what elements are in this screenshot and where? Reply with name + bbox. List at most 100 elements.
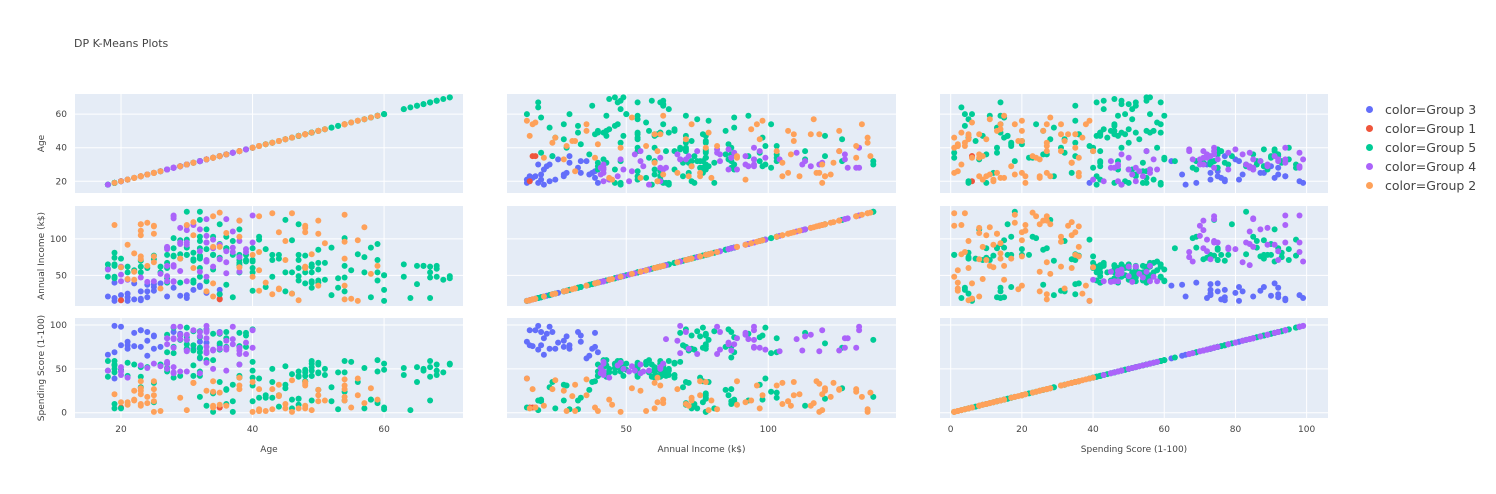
data-point <box>663 336 669 343</box>
y-tick-label: 60 <box>56 110 68 120</box>
data-point <box>586 386 593 393</box>
data-point <box>682 146 689 153</box>
data-point <box>546 124 553 131</box>
data-point <box>243 332 249 339</box>
data-point <box>104 261 111 268</box>
data-point <box>1058 131 1064 138</box>
data-point <box>131 361 138 368</box>
data-point <box>810 116 817 123</box>
data-point <box>137 274 144 281</box>
data-point <box>295 395 302 402</box>
data-point <box>137 295 144 302</box>
data-point <box>157 408 164 414</box>
data-point <box>1029 209 1036 216</box>
data-point <box>773 394 780 401</box>
data-point <box>177 241 184 247</box>
data-point <box>249 358 256 365</box>
data-point <box>983 257 990 263</box>
data-point <box>289 371 295 378</box>
data-point <box>203 216 210 223</box>
data-point <box>986 262 993 269</box>
data-point <box>223 151 230 158</box>
data-point <box>137 343 144 350</box>
data-point <box>236 347 243 354</box>
data-point <box>1243 251 1250 258</box>
data-point <box>617 273 624 280</box>
data-point <box>183 336 190 343</box>
data-point <box>229 408 236 415</box>
data-point <box>256 394 263 401</box>
data-point <box>1072 102 1079 109</box>
data-point <box>1275 156 1282 163</box>
data-point <box>157 280 164 287</box>
data-point <box>308 269 315 276</box>
data-point <box>1125 101 1132 108</box>
data-point <box>997 284 1004 291</box>
data-point <box>1139 179 1146 186</box>
data-point <box>1043 169 1050 176</box>
legend-item-group-1[interactable]: color=Group 1 <box>1362 119 1476 138</box>
data-point <box>1200 227 1207 234</box>
data-point <box>295 297 302 304</box>
data-point <box>361 400 368 407</box>
data-point <box>958 222 965 228</box>
data-point <box>1050 124 1057 131</box>
y-axis-title: Annual Income (k$) <box>37 212 47 300</box>
data-point <box>170 213 177 220</box>
data-point <box>1296 249 1303 255</box>
data-point <box>756 136 763 143</box>
data-point <box>381 360 388 367</box>
data-point <box>229 244 236 251</box>
data-point <box>295 372 302 379</box>
data-point <box>785 169 792 176</box>
data-point <box>637 148 644 155</box>
data-point <box>697 378 704 385</box>
data-point <box>144 365 151 371</box>
data-point <box>796 391 803 398</box>
data-point <box>976 230 983 236</box>
subplot-r2-c2: 0 20 40 60 80 100 Spending Score (1-100) <box>940 318 1328 455</box>
legend-item-group-4[interactable]: color=Group 4 <box>1362 157 1476 176</box>
data-point <box>1257 158 1264 165</box>
data-point <box>954 267 961 274</box>
data-point <box>779 379 786 386</box>
data-point <box>427 295 434 301</box>
data-point <box>150 259 157 266</box>
data-point <box>702 395 709 402</box>
data-point <box>705 163 712 170</box>
data-point <box>289 210 295 217</box>
legend-item-group-2[interactable]: color=Group 2 <box>1362 176 1476 195</box>
y-axis-title: Age <box>37 134 47 152</box>
data-point <box>976 154 983 161</box>
data-point <box>560 343 567 350</box>
data-point <box>124 401 131 408</box>
data-point <box>1228 221 1235 228</box>
data-point <box>1157 273 1164 280</box>
data-point <box>867 153 874 160</box>
data-point <box>328 384 335 391</box>
data-point <box>722 127 729 134</box>
data-point <box>341 274 348 281</box>
legend-item-group-5[interactable]: color=Group 5 <box>1362 138 1476 157</box>
data-point <box>600 278 607 285</box>
data-point <box>1104 134 1111 141</box>
data-point <box>606 396 613 403</box>
data-point <box>295 132 302 139</box>
data-point <box>954 408 961 414</box>
data-point <box>216 153 223 160</box>
data-point <box>427 373 434 380</box>
data-point <box>563 143 570 149</box>
data-point <box>289 237 295 244</box>
data-point <box>1118 129 1125 136</box>
data-point <box>577 141 584 148</box>
data-point <box>816 131 823 138</box>
data-point <box>1079 134 1086 141</box>
legend-label: color=Group 1 <box>1385 121 1477 136</box>
data-point <box>725 341 732 348</box>
data-point <box>592 343 598 350</box>
data-point <box>183 241 190 248</box>
data-point <box>216 329 223 336</box>
data-point <box>1050 292 1057 299</box>
data-point <box>654 178 661 185</box>
legend-item-group-3[interactable]: color=Group 3 <box>1362 100 1476 119</box>
